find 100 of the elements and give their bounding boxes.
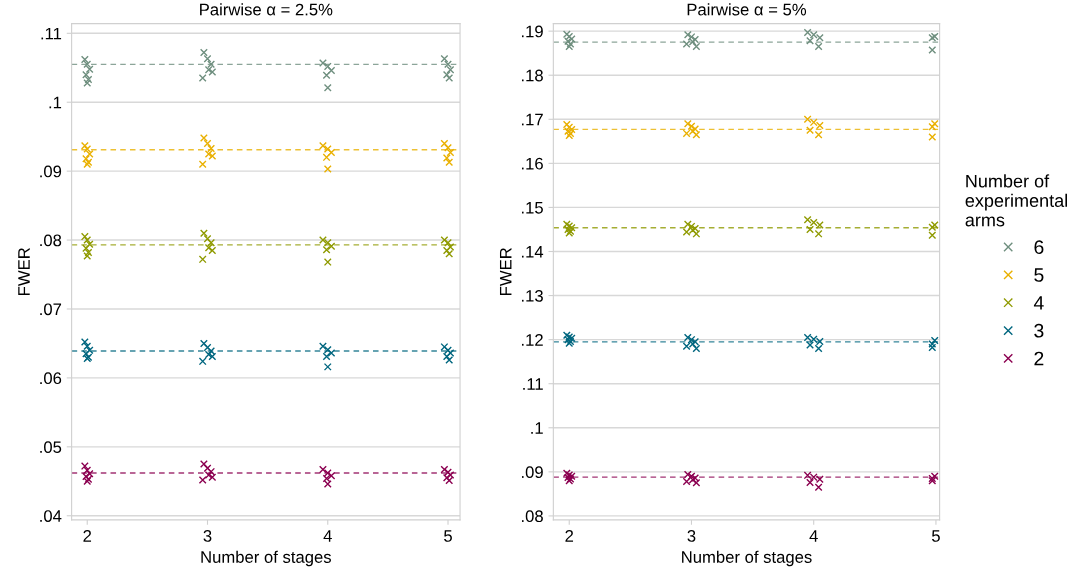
- point: [322, 245, 331, 254]
- point: [207, 467, 216, 476]
- x-tick-label: 4: [809, 530, 818, 542]
- point: [327, 349, 336, 358]
- point: [203, 343, 212, 352]
- point: [80, 55, 89, 64]
- point: [683, 220, 692, 229]
- point: [84, 248, 93, 257]
- point: [446, 243, 455, 251]
- point: [204, 350, 213, 359]
- point: [445, 74, 454, 83]
- point: [203, 139, 212, 148]
- point: [80, 338, 89, 347]
- point: [83, 342, 92, 351]
- y-tick-label: .08: [40, 234, 62, 247]
- point: [199, 229, 208, 238]
- point: [445, 476, 454, 485]
- point: [928, 132, 937, 141]
- point: [445, 356, 454, 364]
- point: [85, 65, 94, 74]
- chart-title: Pairwise α = 2.5%: [200, 3, 333, 16]
- x-tick-label: 4: [323, 530, 332, 542]
- legend-label: 5: [1034, 268, 1044, 282]
- point: [440, 139, 449, 148]
- point: [80, 462, 89, 471]
- y-axis-title: FWER: [499, 248, 512, 295]
- point: [930, 119, 939, 128]
- point: [85, 240, 94, 249]
- point: [928, 343, 937, 352]
- point: [806, 478, 814, 487]
- point: [83, 78, 92, 87]
- point: [445, 158, 454, 167]
- chart-title: Pairwise α = 5%: [687, 3, 807, 16]
- point: [683, 333, 692, 342]
- point: [446, 148, 455, 157]
- point: [83, 466, 92, 475]
- legend-title: Number of experimental arms: [965, 174, 1067, 227]
- point: [446, 65, 455, 74]
- point: [83, 236, 92, 245]
- y-tick-label: .06: [40, 372, 62, 385]
- point: [440, 465, 449, 474]
- x-tick-label: 5: [444, 530, 452, 542]
- y-tick-label: .15: [521, 202, 543, 214]
- legend-label: 4: [1033, 296, 1044, 310]
- y-tick-label: .18: [521, 69, 543, 82]
- point: [814, 42, 823, 51]
- point: [82, 70, 90, 79]
- point: [444, 60, 452, 69]
- point: [444, 346, 452, 355]
- point: [814, 229, 823, 238]
- point: [207, 347, 216, 355]
- point: [687, 335, 696, 344]
- point: [323, 62, 332, 71]
- point: [318, 141, 327, 150]
- point: [323, 258, 332, 267]
- y-tick-label: .19: [521, 25, 543, 38]
- point: [207, 238, 216, 247]
- point: [85, 469, 94, 478]
- point: [208, 352, 217, 361]
- y-tick-label: .08: [521, 510, 543, 523]
- point: [683, 470, 692, 479]
- point: [198, 475, 207, 484]
- point: [83, 145, 92, 154]
- point: [440, 236, 449, 245]
- x-tick-label: 2: [83, 530, 92, 542]
- point: [318, 342, 327, 351]
- point: [327, 242, 336, 251]
- y-tick-label: .14: [521, 246, 544, 258]
- legend-label: 3: [1034, 323, 1044, 338]
- point: [80, 141, 89, 150]
- point: [442, 154, 451, 163]
- point: [208, 473, 217, 482]
- point: [204, 471, 213, 480]
- point: [327, 148, 336, 157]
- point: [318, 58, 327, 67]
- point: [687, 32, 696, 41]
- point: [204, 65, 213, 74]
- point: [198, 255, 207, 264]
- point: [692, 229, 701, 238]
- point: [446, 349, 455, 358]
- point: [323, 469, 332, 477]
- point: [318, 465, 327, 474]
- point: [327, 66, 336, 75]
- point: [82, 154, 90, 163]
- point: [440, 54, 449, 63]
- point: [806, 36, 814, 45]
- point: [687, 222, 696, 231]
- x-tick-label: 3: [687, 530, 696, 542]
- point: [442, 473, 451, 482]
- point: [84, 75, 93, 84]
- point: [440, 342, 449, 351]
- point: [85, 346, 94, 355]
- y-tick-label: .05: [40, 441, 62, 454]
- point: [814, 344, 823, 353]
- point: [806, 126, 814, 135]
- x-axis-title: Number of stages: [682, 550, 812, 567]
- point: [203, 234, 212, 243]
- point: [687, 122, 696, 131]
- point: [83, 251, 92, 260]
- point: [444, 238, 452, 247]
